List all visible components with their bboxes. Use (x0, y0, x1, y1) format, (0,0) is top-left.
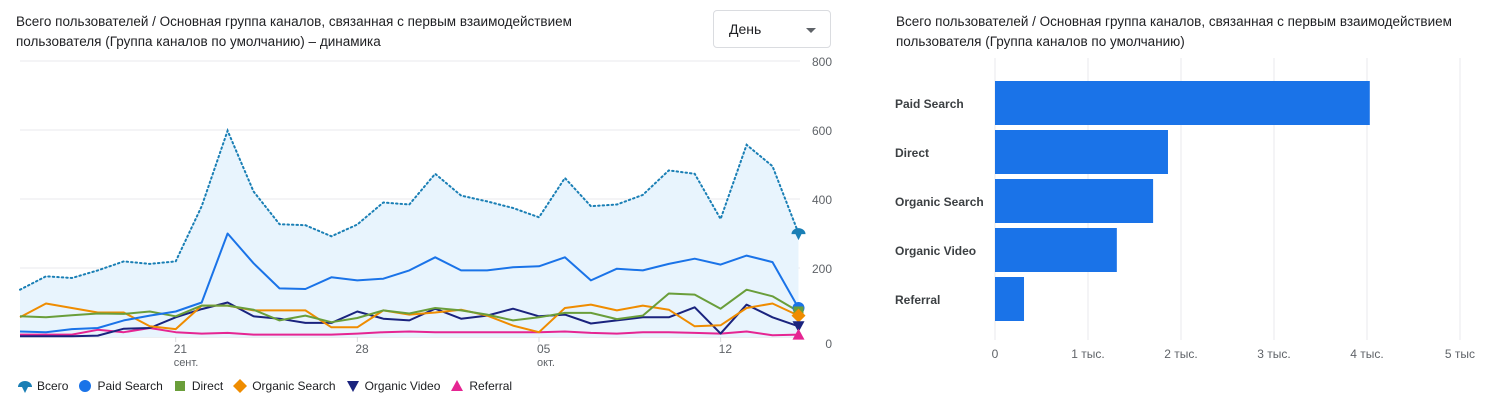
y-tick-label: 600 (812, 124, 832, 138)
bar-direct (995, 130, 1168, 174)
circle-icon (79, 380, 92, 392)
x-tick-label: 1 тыс. (1071, 347, 1104, 361)
legend-item[interactable]: Referral (450, 379, 512, 393)
x-tick-label: 3 тыс. (1257, 347, 1290, 361)
legend-item[interactable]: Всего (18, 379, 68, 393)
end-marker (792, 321, 805, 333)
period-dropdown-value: День (729, 21, 762, 37)
line-chart-legend: Всего Paid Search Direct Organic Search Orga… (18, 379, 522, 393)
x-tick-label: 05 (537, 342, 551, 356)
triangle-down-icon (346, 381, 359, 392)
total-area (20, 130, 799, 337)
x-tick-label: 21 (174, 342, 188, 356)
series-всего (19, 127, 800, 337)
y-tick-label: 800 (812, 55, 832, 69)
square-shape (174, 381, 185, 391)
category-label: Referral (895, 293, 940, 307)
line-chart-title: Всего пользователей / Основная группа ка… (16, 14, 572, 49)
pin-shape (18, 381, 32, 393)
triangle-up-icon (451, 380, 464, 391)
category-label: Organic Search (895, 195, 984, 209)
series-line (19, 232, 800, 334)
end-marker (791, 308, 806, 323)
category-label: Organic Video (895, 244, 976, 258)
chevron-down-icon (806, 28, 816, 33)
series-line (20, 301, 799, 338)
x-tick-label: 4 тыс. (1350, 347, 1383, 361)
legend-label: Paid Search (97, 379, 163, 393)
legend-label: Всего (37, 379, 69, 393)
legend-item[interactable]: Organic Search (233, 379, 336, 393)
diamond-icon (233, 379, 248, 393)
y-tick-label: 0 (825, 337, 832, 351)
bar-chart-title: Всего пользователей / Основная группа ка… (896, 14, 1452, 49)
square-icon (174, 381, 185, 391)
x-tick-sublabel: сент. (174, 357, 199, 369)
diamond-shape (233, 379, 248, 393)
legend-label: Organic Search (252, 379, 336, 393)
bar-referral (995, 277, 1025, 321)
series-line (19, 288, 800, 324)
x-tick-label: 0 (992, 347, 999, 361)
bar-organic-search (995, 179, 1154, 223)
y-tick-label: 400 (812, 193, 832, 207)
legend-item[interactable]: Organic Video (346, 379, 441, 393)
category-label: Direct (895, 146, 929, 160)
x-tick-label: 12 (719, 342, 733, 356)
circle-shape (79, 380, 92, 392)
bar-organic-video (995, 228, 1117, 272)
bar-paid-search (995, 81, 1370, 125)
pin-icon (18, 381, 32, 393)
legend-item[interactable]: Paid Search (78, 379, 163, 393)
legend-label: Direct (191, 379, 224, 393)
legend-item[interactable]: Direct (173, 379, 223, 393)
end-marker (791, 228, 806, 241)
series-line (19, 302, 799, 334)
category-label: Paid Search (895, 97, 964, 111)
triangle-down-shape (346, 381, 359, 392)
x-tick-label: 5 тыс (1445, 347, 1475, 361)
y-tick-label: 200 (812, 262, 832, 276)
x-tick-label: 2 тыс. (1164, 347, 1197, 361)
x-tick-label: 28 (355, 342, 369, 356)
end-marker (792, 328, 805, 340)
legend-label: Referral (469, 379, 513, 393)
series-line (19, 127, 800, 291)
legend-label: Organic Video (364, 379, 441, 393)
period-dropdown[interactable]: День (713, 10, 831, 48)
x-tick-sublabel: окт. (537, 357, 555, 369)
triangle-up-shape (451, 380, 464, 391)
